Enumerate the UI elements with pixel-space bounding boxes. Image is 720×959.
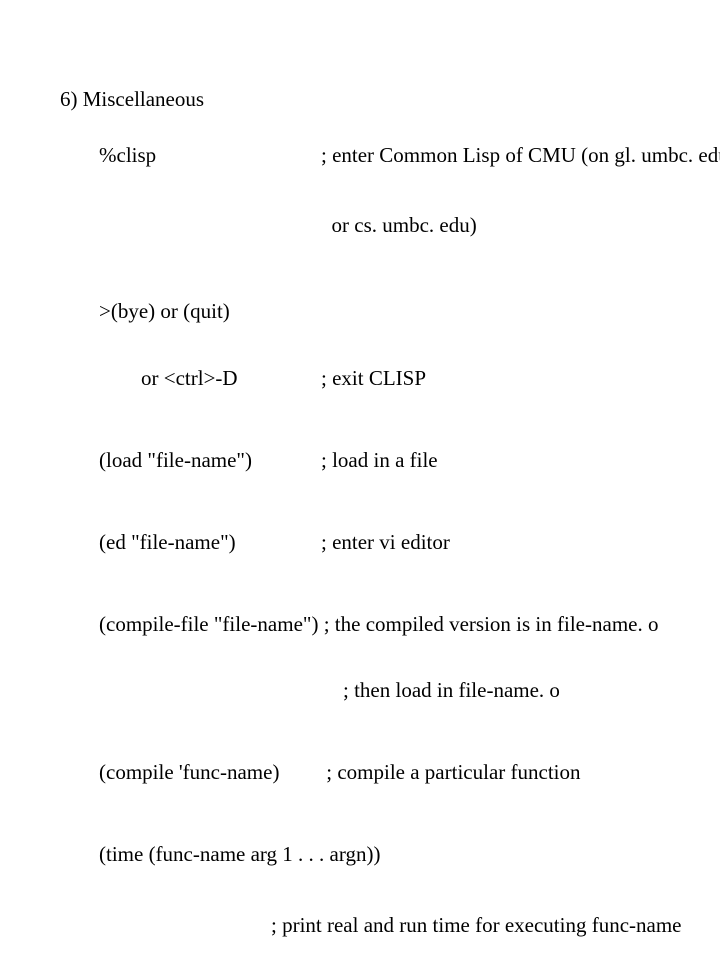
section-heading: 6) Miscellaneous [60, 88, 680, 110]
comment-compile-file2: ; then load in file-name. o [343, 679, 560, 701]
line-time-cont: ; print real and run time for executing … [60, 891, 680, 957]
line-load: (load "file-name"); load in a file [60, 427, 680, 493]
cmd-clisp: %clisp [99, 144, 321, 166]
spacer2 [99, 679, 343, 701]
comment-load: ; load in a file [321, 449, 438, 471]
document-body: 6) Miscellaneous %clisp; enter Common Li… [60, 88, 680, 958]
comment-exit: ; exit CLISP [321, 367, 426, 389]
comment-compile: ; compile a particular function [321, 761, 581, 783]
comment-clisp2: or cs. umbc. edu) [321, 214, 477, 236]
cmd-bye: >(bye) or (quit) [99, 299, 230, 323]
comment-time: ; print real and run time for executing … [271, 914, 682, 936]
comment-ed: ; enter vi editor [321, 531, 450, 553]
cmd-compile-file: (compile-file "file-name") [99, 612, 318, 636]
line-compile-file-cont: ; then load in file-name. o [60, 657, 680, 723]
line-compile: (compile 'func-name) ; compile a particu… [60, 739, 680, 805]
line-time: (time (func-name arg 1 . . . argn)) [60, 821, 680, 887]
line-bye-a: >(bye) or (quit) [60, 278, 680, 344]
cmd-ed: (ed "file-name") [99, 531, 321, 553]
line-compile-file: (compile-file "file-name") ; the compile… [60, 591, 680, 657]
spacer [99, 214, 321, 236]
cmd-ctrld: or <ctrl>-D [99, 367, 321, 389]
cmd-load: (load "file-name") [99, 449, 321, 471]
comment-clisp: ; enter Common Lisp of CMU (on gl. umbc.… [321, 144, 720, 166]
line-clisp-cont: or cs. umbc. edu) [60, 192, 680, 258]
line-bye-b: or <ctrl>-D; exit CLISP [60, 344, 680, 410]
cmd-time: (time (func-name arg 1 . . . argn)) [99, 842, 380, 866]
comment-compile-file: ; the compiled version is in file-name. … [318, 613, 658, 635]
line-clisp: %clisp; enter Common Lisp of CMU (on gl.… [60, 122, 680, 188]
cmd-compile: (compile 'func-name) [99, 761, 321, 783]
line-ed: (ed "file-name"); enter vi editor [60, 509, 680, 575]
